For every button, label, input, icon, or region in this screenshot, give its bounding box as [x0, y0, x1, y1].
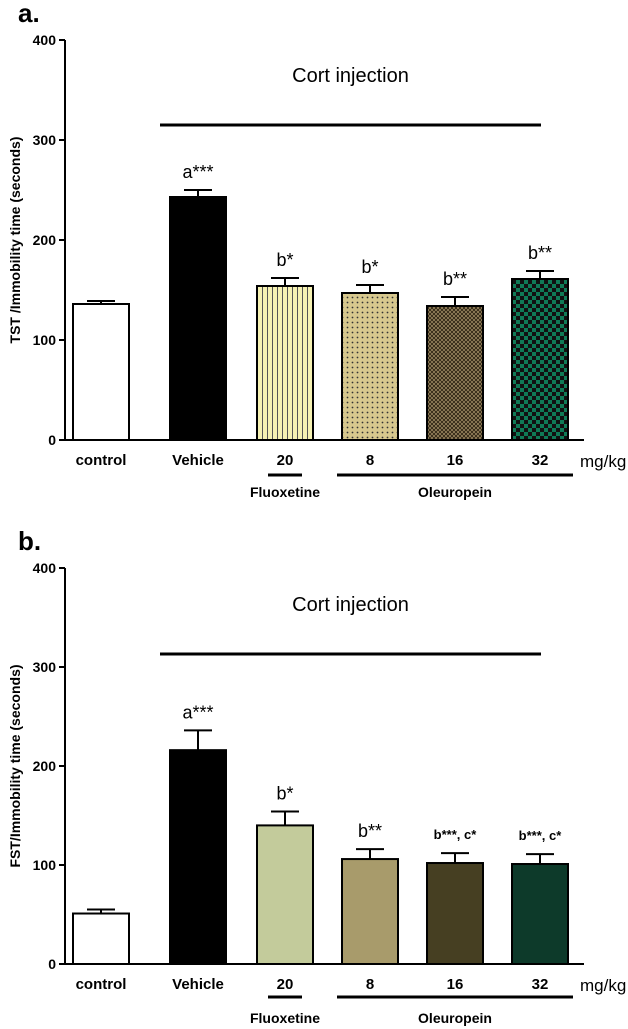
bar-20 [256, 824, 314, 966]
bar-control [72, 303, 130, 441]
significance-label: a*** [182, 702, 213, 722]
x-tick-label: 16 [447, 976, 464, 993]
bar-32 [511, 278, 569, 441]
bar-16 [426, 862, 484, 966]
significance-label: b* [276, 784, 293, 804]
y-tick-label: 200 [33, 232, 57, 248]
group-label: Fluoxetine [250, 484, 320, 500]
x-tick-label: 8 [366, 976, 374, 993]
y-tick-label: 300 [33, 659, 57, 675]
bar-32 [511, 863, 569, 966]
y-tick-label: 200 [33, 758, 57, 774]
panel-b: b. 0 100 200 300 400 FST/Immobility time (seco… [7, 526, 626, 1026]
x-tick-label: 20 [277, 976, 294, 993]
bar-20 [256, 285, 314, 441]
y-axis-label: TST /Immobility time (seconds) [7, 137, 23, 344]
group-label: Oleuropein [418, 1010, 492, 1026]
panel-label: b. [18, 526, 41, 556]
y-tick-label: 0 [48, 432, 56, 448]
y-tick-label: 400 [33, 32, 57, 48]
x-tick-label: 8 [366, 452, 374, 469]
y-tick-label: 100 [33, 332, 57, 348]
y-axis-label: FST/Immobility time (seconds) [7, 664, 23, 867]
x-tick-label: 32 [532, 976, 549, 993]
significance-label: b* [276, 250, 293, 270]
cort-injection-label: Cort injection [292, 65, 409, 87]
significance-label: b** [443, 269, 467, 289]
x-tick-label: Vehicle [172, 976, 224, 993]
x-tick-label: 32 [532, 452, 549, 469]
cort-injection-label: Cort injection [292, 594, 409, 616]
bar-8 [341, 292, 399, 441]
y-tick-label: 300 [33, 132, 57, 148]
x-tick-label: Vehicle [172, 452, 224, 469]
significance-label: b** [358, 821, 382, 841]
significance-label: a*** [182, 162, 213, 182]
bar-Vehicle [169, 749, 227, 965]
x-tick-label: control [76, 452, 127, 469]
significance-label: b** [528, 243, 552, 263]
panel-label: a. [18, 0, 40, 28]
bar-control [72, 912, 130, 966]
y-tick-label: 0 [48, 956, 56, 972]
panel-a: a. 0 100 200 300 400 TST /Immobility time (sec… [7, 0, 626, 500]
group-label: Fluoxetine [250, 1010, 320, 1026]
significance-label: b***, c* [519, 828, 563, 843]
y-tick-label: 100 [33, 857, 57, 873]
significance-label: b* [361, 257, 378, 277]
group-label: Oleuropein [418, 484, 492, 500]
bar-Vehicle [169, 196, 227, 441]
x-tick-label: 16 [447, 452, 464, 469]
bar-16 [426, 305, 484, 441]
x-tick-label: 20 [277, 452, 294, 469]
x-tick-label: control [76, 976, 127, 993]
unit-label: mg/kg [580, 976, 626, 995]
y-tick-label: 400 [33, 560, 57, 576]
bar-8 [341, 858, 399, 965]
significance-label: b***, c* [434, 827, 478, 842]
unit-label: mg/kg [580, 452, 626, 471]
